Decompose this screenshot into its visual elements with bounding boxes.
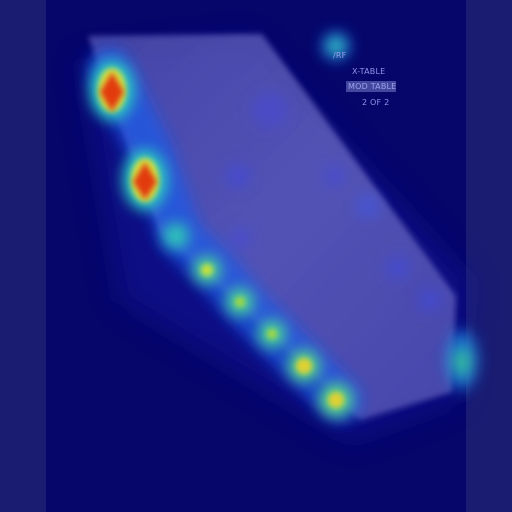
heat-blob <box>235 297 245 307</box>
rf-label: /RF <box>333 51 347 60</box>
heat-hotspot <box>100 72 124 112</box>
heat-blob <box>201 264 213 276</box>
heat-blob <box>267 329 277 339</box>
plate-spot <box>230 228 250 248</box>
left-side-band <box>0 0 46 512</box>
page-count-label: 2 OF 2 <box>362 98 390 107</box>
plate-spot <box>386 256 410 280</box>
plate-spot <box>226 164 250 188</box>
plate-spot <box>252 92 288 128</box>
right-side-band <box>466 0 512 512</box>
heat-blob <box>296 358 312 374</box>
heat-blob <box>163 223 189 249</box>
plate-spot <box>356 194 380 218</box>
heat-blob <box>330 40 342 52</box>
plate-spot <box>418 288 442 312</box>
heat-blob <box>454 348 470 376</box>
heat-hotspot <box>133 162 157 200</box>
mod-table-label: MOD TABLE <box>346 81 397 92</box>
heat-blob <box>328 392 344 408</box>
detector-plate <box>88 34 456 420</box>
plate-spot <box>325 166 345 186</box>
x-table-label: X-TABLE <box>352 67 386 76</box>
